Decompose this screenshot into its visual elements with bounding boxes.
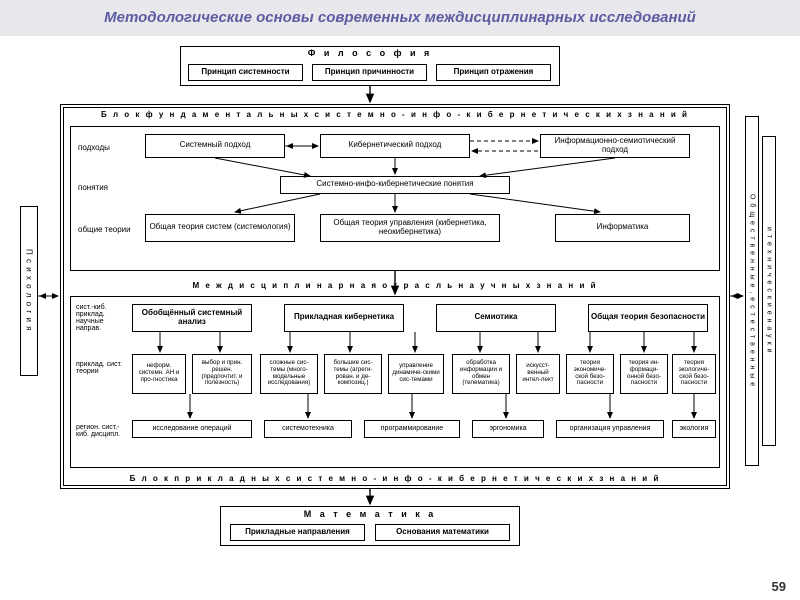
side2-row2: приклад. сист. теории	[76, 361, 124, 375]
page-number: 59	[772, 579, 786, 594]
math-header: М а т е м а т и к а	[220, 509, 520, 519]
side-approaches: подходы	[78, 144, 110, 152]
interdisc-header: М е ж д и с ц и п л и н а р н а я о т р …	[70, 281, 720, 290]
philosophy-item: Принцип причинности	[312, 64, 427, 81]
side2-row3: регион. сист.-киб. дисципл.	[76, 424, 126, 438]
regional-box: эргономика	[472, 420, 544, 438]
approach-box: Информационно-семиотический подход	[540, 134, 690, 158]
interdisc-box: Обобщённый системный анализ	[132, 304, 252, 332]
applied-box: теория экономиче-ской безо-пасности	[566, 354, 614, 394]
concepts-box: Системно-инфо-кибернетические понятия	[280, 176, 510, 194]
side2-row1: сист.-киб. приклад. научные направ.	[76, 304, 126, 332]
right-label-2: и т е х н и ч е с к и е н а у к и	[762, 136, 776, 446]
interdisc-box: Семиотика	[436, 304, 556, 332]
applied-box: теория экологиче-ской безо-пасности	[672, 354, 716, 394]
regional-box: экология	[672, 420, 716, 438]
philosophy-item: Принцип системности	[188, 64, 303, 81]
philosophy-header: Ф и л о с о ф и я	[180, 48, 560, 58]
math-item: Прикладные направления	[230, 524, 365, 541]
applied-box: сложные сис-темы (много-модельные исслед…	[260, 354, 318, 394]
applied-box: обработка информации и обмен (телематика…	[452, 354, 510, 394]
side-theories: общие теории	[78, 226, 131, 234]
interdisc-box: Общая теория безопасности	[588, 304, 708, 332]
regional-box: организация управления	[556, 420, 664, 438]
fundamental-header: Б л о к ф у н д а м е н т а л ь н ы х с …	[70, 110, 720, 119]
regional-box: исследование операций	[132, 420, 252, 438]
applied-header: Б л о к п р и к л а д н ы х с и с т е м …	[70, 474, 720, 483]
theory-box: Информатика	[555, 214, 690, 242]
approach-box: Системный подход	[145, 134, 285, 158]
approach-box: Кибернетический подход	[320, 134, 470, 158]
applied-box: управление динамиче-скими сис-темами	[388, 354, 444, 394]
theory-box: Общая теория управления (кибернетика, не…	[320, 214, 500, 242]
side-concepts: понятия	[78, 184, 108, 192]
interdisc-box: Прикладная кибернетика	[284, 304, 404, 332]
right-label-1: О б щ е с т в е н н ы е , е с т е с т в …	[745, 116, 759, 466]
diagram: Ф и л о с о ф и я Принцип системности Пр…	[0, 36, 800, 566]
applied-box: выбор и прин. решен. (предпочтит. и поле…	[192, 354, 252, 394]
page-title: Методологические основы современных межд…	[0, 0, 800, 36]
applied-box: большие сис-темы (агреги-рован. и де-ком…	[324, 354, 382, 394]
regional-box: системотехника	[264, 420, 352, 438]
philosophy-item: Принцип отражения	[436, 64, 551, 81]
regional-box: программирование	[364, 420, 460, 438]
applied-box: теория ин-формаци-онной безо-пасности	[620, 354, 668, 394]
applied-box: неформ. системн. АН и про-гностика	[132, 354, 186, 394]
applied-box: искусст-венный интел-лект	[516, 354, 560, 394]
theory-box: Общая теория систем (системология)	[145, 214, 295, 242]
psychology-label: П с и х о л о г и я	[20, 206, 38, 376]
math-item: Основания математики	[375, 524, 510, 541]
